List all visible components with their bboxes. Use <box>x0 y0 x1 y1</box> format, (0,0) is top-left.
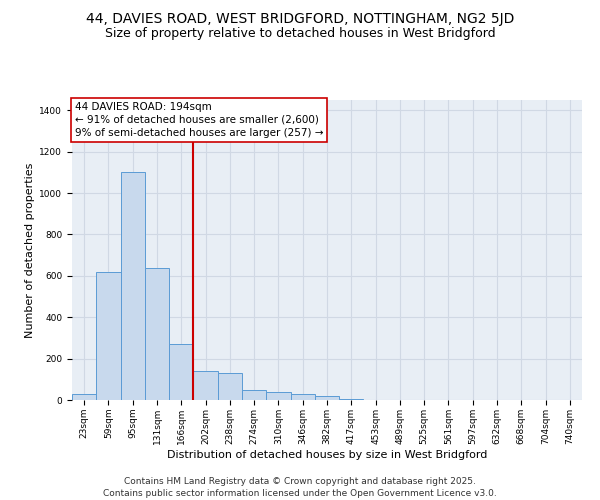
Bar <box>290 394 315 400</box>
Text: 44, DAVIES ROAD, WEST BRIDGFORD, NOTTINGHAM, NG2 5JD: 44, DAVIES ROAD, WEST BRIDGFORD, NOTTING… <box>86 12 514 26</box>
Text: 44 DAVIES ROAD: 194sqm
← 91% of detached houses are smaller (2,600)
9% of semi-d: 44 DAVIES ROAD: 194sqm ← 91% of detached… <box>74 102 323 138</box>
Y-axis label: Number of detached properties: Number of detached properties <box>25 162 35 338</box>
Bar <box>193 371 218 400</box>
Bar <box>96 272 121 400</box>
Text: Contains HM Land Registry data © Crown copyright and database right 2025.
Contai: Contains HM Land Registry data © Crown c… <box>103 476 497 498</box>
Text: Size of property relative to detached houses in West Bridgford: Size of property relative to detached ho… <box>104 28 496 40</box>
X-axis label: Distribution of detached houses by size in West Bridgford: Distribution of detached houses by size … <box>167 450 487 460</box>
Bar <box>339 399 364 400</box>
Bar <box>121 172 145 400</box>
Bar <box>242 390 266 400</box>
Bar <box>169 344 193 400</box>
Bar <box>218 373 242 400</box>
Bar <box>266 392 290 400</box>
Bar <box>315 396 339 400</box>
Bar <box>72 394 96 400</box>
Bar <box>145 268 169 400</box>
